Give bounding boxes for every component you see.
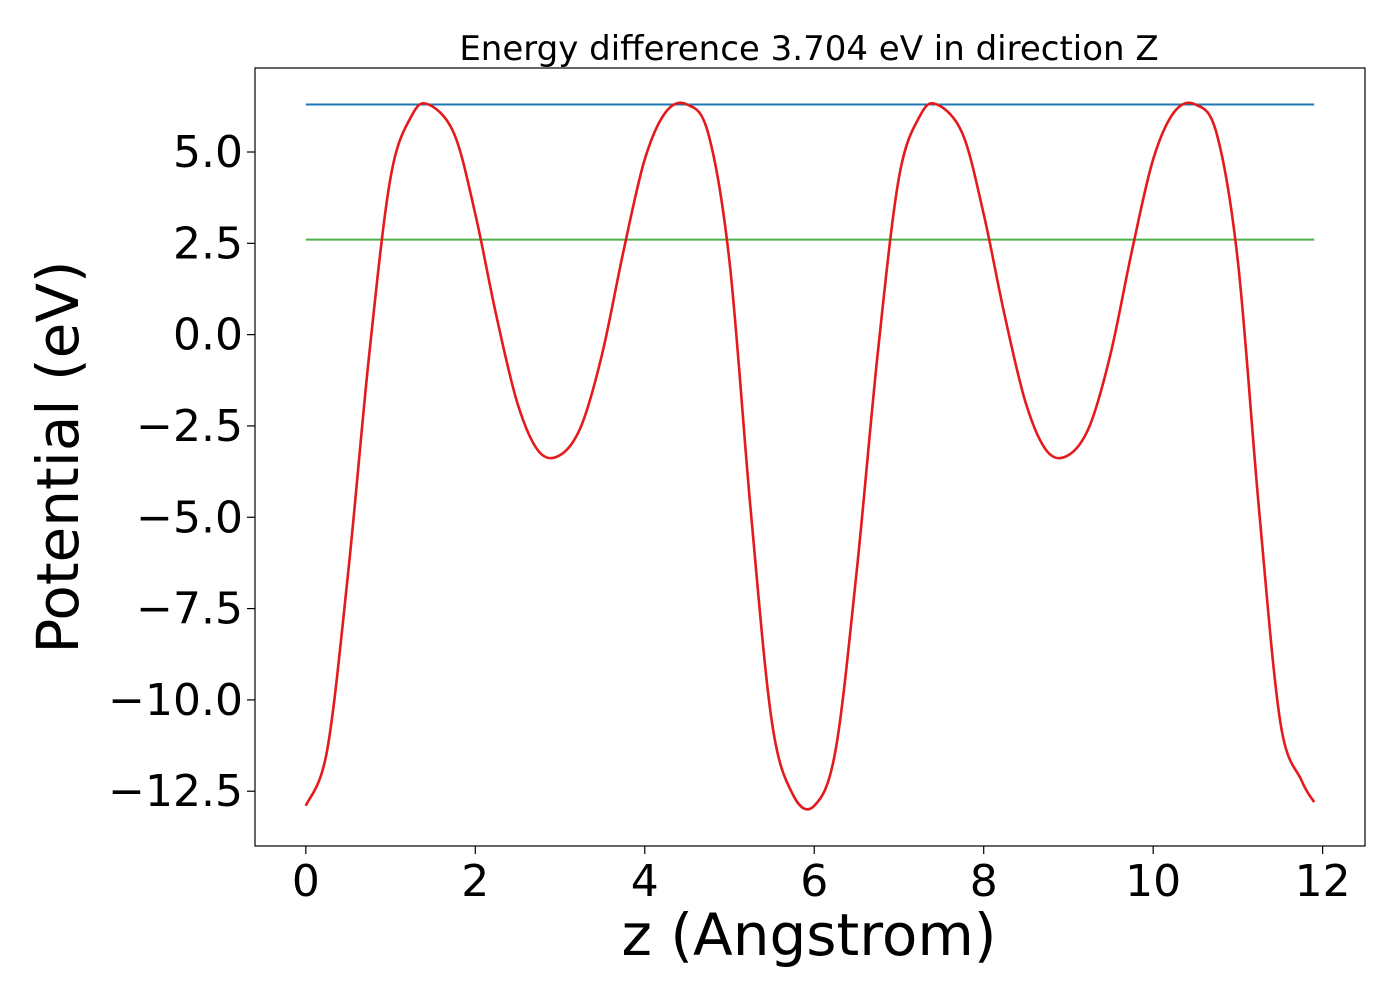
- y-axis-label: Potential (eV): [24, 260, 92, 653]
- x-tick-label: 2: [461, 856, 489, 907]
- y-tick-label: 5.0: [173, 127, 243, 178]
- y-axis-ticks: 5.0 2.5 0.0 −2.5 −5.0 −7.5 −10.0 −12.5: [108, 127, 255, 817]
- x-tick-label: 12: [1295, 856, 1351, 907]
- y-tick-label: −10.0: [108, 675, 243, 726]
- x-tick-label: 8: [970, 856, 998, 907]
- y-tick-label: −5.0: [136, 492, 243, 543]
- x-tick-label: 4: [631, 856, 659, 907]
- plot-lines: [304, 101, 1316, 811]
- y-tick-label: −12.5: [108, 766, 243, 817]
- x-axis-label: z (Angstrom): [622, 901, 997, 969]
- y-tick-label: 2.5: [173, 218, 243, 269]
- plot-frame: [254, 67, 1366, 847]
- x-tick-label: 6: [800, 856, 828, 907]
- y-tick-label: 0.0: [173, 310, 243, 361]
- y-tick-label: −2.5: [136, 401, 243, 452]
- x-tick-label: 0: [292, 856, 320, 907]
- x-tick-label: 10: [1125, 856, 1181, 907]
- y-tick-label: −7.5: [136, 584, 243, 635]
- chart-title: Energy difference 3.704 eV in direction …: [459, 29, 1158, 69]
- series-line-0: [304, 101, 1316, 811]
- x-axis-ticks: 0 2 4 6 8 10 12: [292, 846, 1351, 907]
